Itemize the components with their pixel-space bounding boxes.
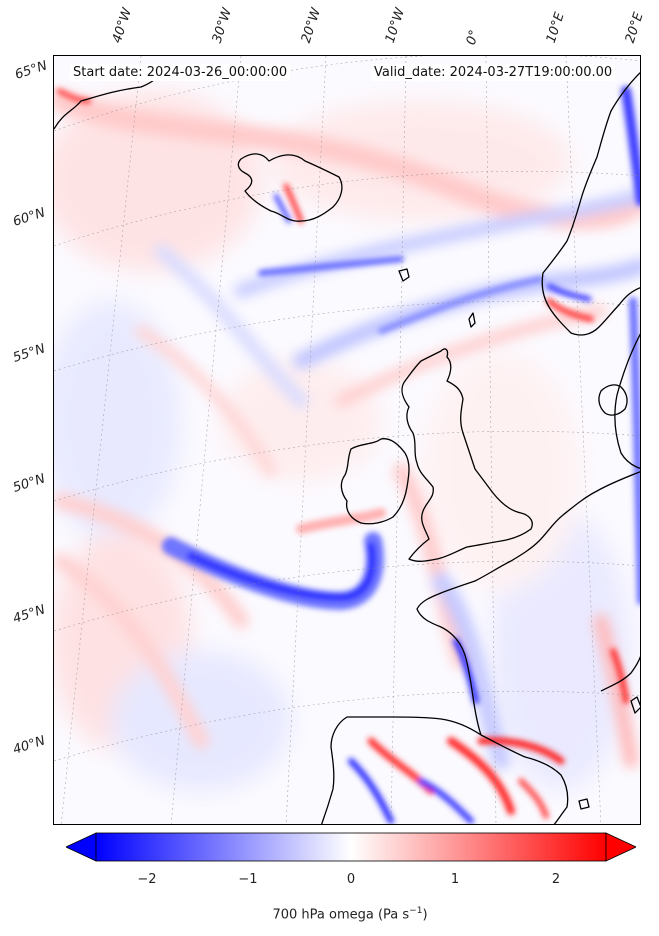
- lon-label-10e: 10°E: [543, 10, 568, 46]
- coast-great-britain: [401, 348, 533, 562]
- lat-label-60n: 60°N: [11, 205, 48, 230]
- lon-label-20w: 20°W: [298, 6, 325, 45]
- coast-iberia: [321, 716, 482, 824]
- lat-label-50n: 50°N: [11, 471, 48, 496]
- coast-iceland: [237, 153, 343, 222]
- coastlines: [54, 72, 640, 824]
- coast-shetland: [468, 312, 476, 328]
- lat-label-40n: 40°N: [11, 733, 48, 758]
- colorbar-extend-max: [605, 832, 636, 862]
- lat-label-55n: 55°N: [11, 341, 48, 366]
- coast-continent: [416, 471, 640, 736]
- colorbar-tick-1: 1: [450, 872, 460, 887]
- coast-sweden: [614, 333, 640, 470]
- omega-bands: [54, 90, 640, 770]
- intense-cells: [56, 86, 640, 824]
- colorbar-tick-2: 2: [551, 872, 561, 887]
- coast-ireland: [340, 438, 410, 525]
- colorbar-tick-0: 0: [346, 872, 356, 887]
- lon-label-0: 0°: [463, 28, 483, 47]
- start-date-label: Start date: 2024-03-26_00:00:00: [70, 64, 291, 81]
- colorbar-body: [95, 832, 607, 862]
- colorbar-tick-neg1: −1: [238, 872, 258, 887]
- coast-italy: [600, 655, 640, 692]
- coast-greenland: [54, 74, 160, 130]
- colorbar: [66, 832, 636, 862]
- lon-label-20e: 20°E: [622, 10, 647, 46]
- coast-norway: [541, 72, 640, 336]
- frontal-band: [162, 256, 544, 611]
- graticule-lines: [54, 56, 640, 824]
- colorbar-tick-neg2: −2: [137, 872, 157, 887]
- colorbar-label: 700 hPa omega (Pa s−1): [272, 906, 428, 923]
- valid-date-label: Valid_date: 2024-03-27T19:00:00.00: [371, 64, 616, 81]
- coast-denmark: [598, 384, 628, 416]
- coast-corsica: [630, 696, 640, 714]
- lon-label-10w: 10°W: [382, 6, 409, 45]
- coast-mediterranean: [480, 734, 569, 824]
- lon-label-40w: 40°W: [109, 6, 136, 45]
- coast-mallorca: [578, 798, 590, 810]
- lat-label-45n: 45°N: [11, 602, 48, 627]
- lat-label-65n: 65°N: [13, 58, 50, 83]
- colorbar-label-exponent: −1: [409, 906, 423, 916]
- lon-label-30w: 30°W: [209, 6, 236, 45]
- colorbar-extend-min: [66, 832, 97, 862]
- coast-faroe: [398, 268, 410, 282]
- omega-field: [54, 56, 640, 824]
- omega-map: [53, 55, 641, 825]
